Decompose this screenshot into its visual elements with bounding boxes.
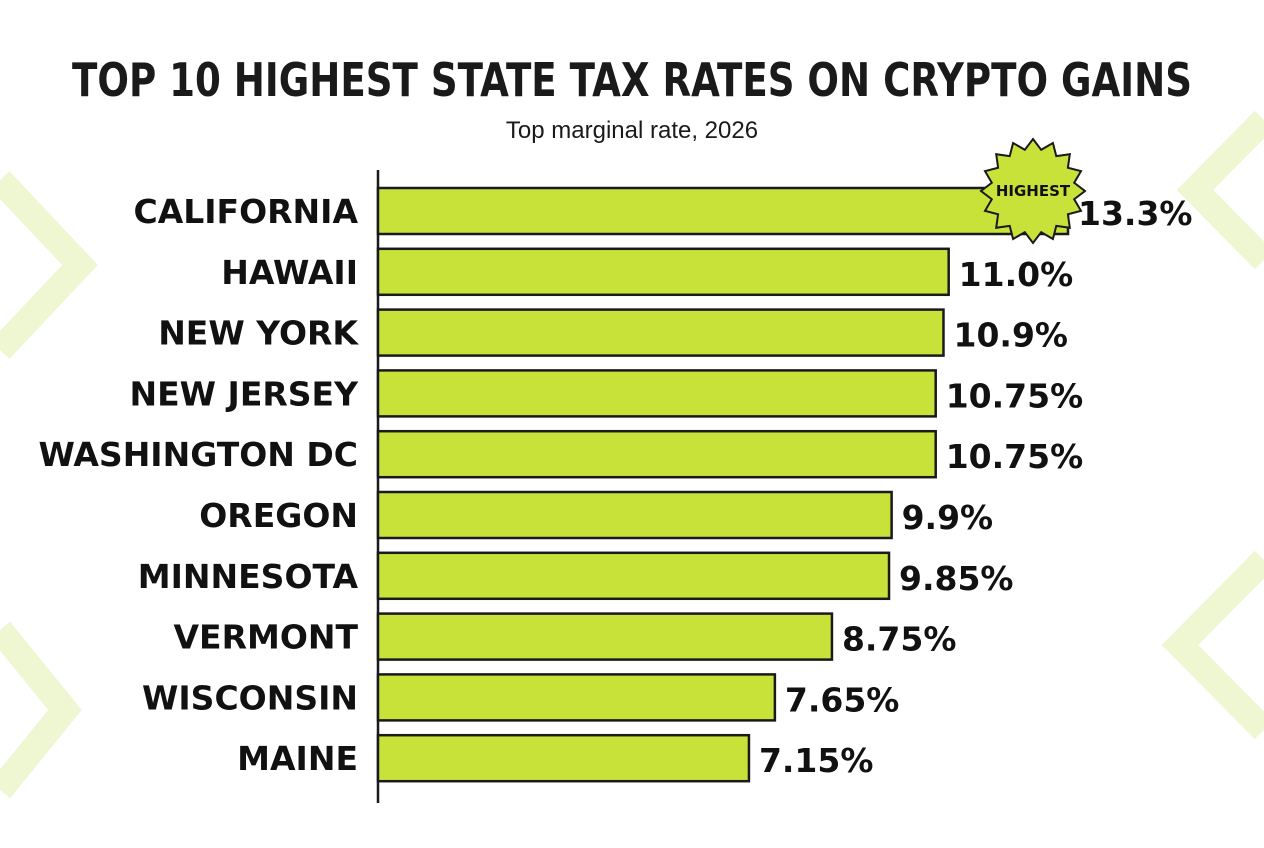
highest-badge: HIGHEST bbox=[979, 137, 1087, 245]
background-chevrons bbox=[0, 110, 1264, 799]
chevron-left-bottom-decoration bbox=[0, 621, 82, 799]
value-label-maine: 7.15% bbox=[759, 741, 874, 780]
chevron-right-bottom-decoration bbox=[1161, 550, 1264, 740]
chevron-left-top-decoration bbox=[0, 171, 98, 359]
category-label-new-jersey: NEW JERSEY bbox=[130, 374, 360, 413]
value-labels: 13.3%11.0% 10.9% 10.75% 10.75% 9.9% 9.85% 8.75… bbox=[759, 194, 1193, 780]
chevron-right-top-decoration bbox=[1176, 110, 1264, 270]
bar-minnesota bbox=[376, 551, 891, 601]
bar-maine bbox=[376, 733, 751, 783]
category-label-wisconsin: WISCONSIN bbox=[142, 678, 358, 717]
bar-new-york bbox=[376, 308, 945, 357]
category-label-oregon: OREGON bbox=[199, 496, 358, 535]
value-label-vermont: 8.75% bbox=[842, 620, 957, 659]
value-label-hawaii: 11.0% bbox=[959, 255, 1074, 294]
bar-california bbox=[376, 186, 1070, 236]
value-label-new-jersey: 10.75% bbox=[946, 376, 1083, 415]
bar-new-jersey bbox=[376, 369, 937, 418]
category-label-washington-dc: WASHINGTON DC bbox=[38, 435, 358, 474]
bar-hawaii bbox=[376, 247, 950, 297]
highest-badge-label: HIGHEST bbox=[996, 182, 1071, 200]
chart-subtitle: Top marginal rate, 2026 bbox=[506, 117, 758, 144]
value-label-oregon: 9.9% bbox=[902, 498, 994, 537]
bar-vermont bbox=[376, 612, 834, 661]
category-label-minnesota: MINNESOTA bbox=[138, 557, 359, 596]
starburst-badge-icon bbox=[979, 137, 1087, 245]
category-label-new-york: NEW YORK bbox=[158, 314, 359, 353]
bar-washington-dc bbox=[376, 429, 937, 479]
bar-wisconsin bbox=[376, 673, 777, 722]
category-label-vermont: VERMONT bbox=[173, 618, 358, 657]
bar-oregon bbox=[376, 490, 893, 540]
chart-title: TOP 10 HIGHEST STATE TAX RATES ON CRYPTO… bbox=[72, 53, 1192, 107]
category-label-california: CALIFORNIA bbox=[133, 192, 358, 231]
category-label-maine: MAINE bbox=[237, 739, 358, 778]
value-label-washington-dc: 10.75% bbox=[946, 437, 1083, 476]
bars bbox=[376, 186, 1070, 783]
value-label-new-york: 10.9% bbox=[953, 316, 1068, 355]
value-label-california: 13.3% bbox=[1078, 194, 1193, 233]
value-label-wisconsin: 7.65% bbox=[785, 680, 900, 719]
category-label-hawaii: HAWAII bbox=[221, 253, 358, 292]
category-labels: CALIFORNIA HAWAII NEW YORK NEW JERSEY WASHIN… bbox=[38, 192, 359, 778]
value-label-minnesota: 9.85% bbox=[899, 559, 1014, 598]
